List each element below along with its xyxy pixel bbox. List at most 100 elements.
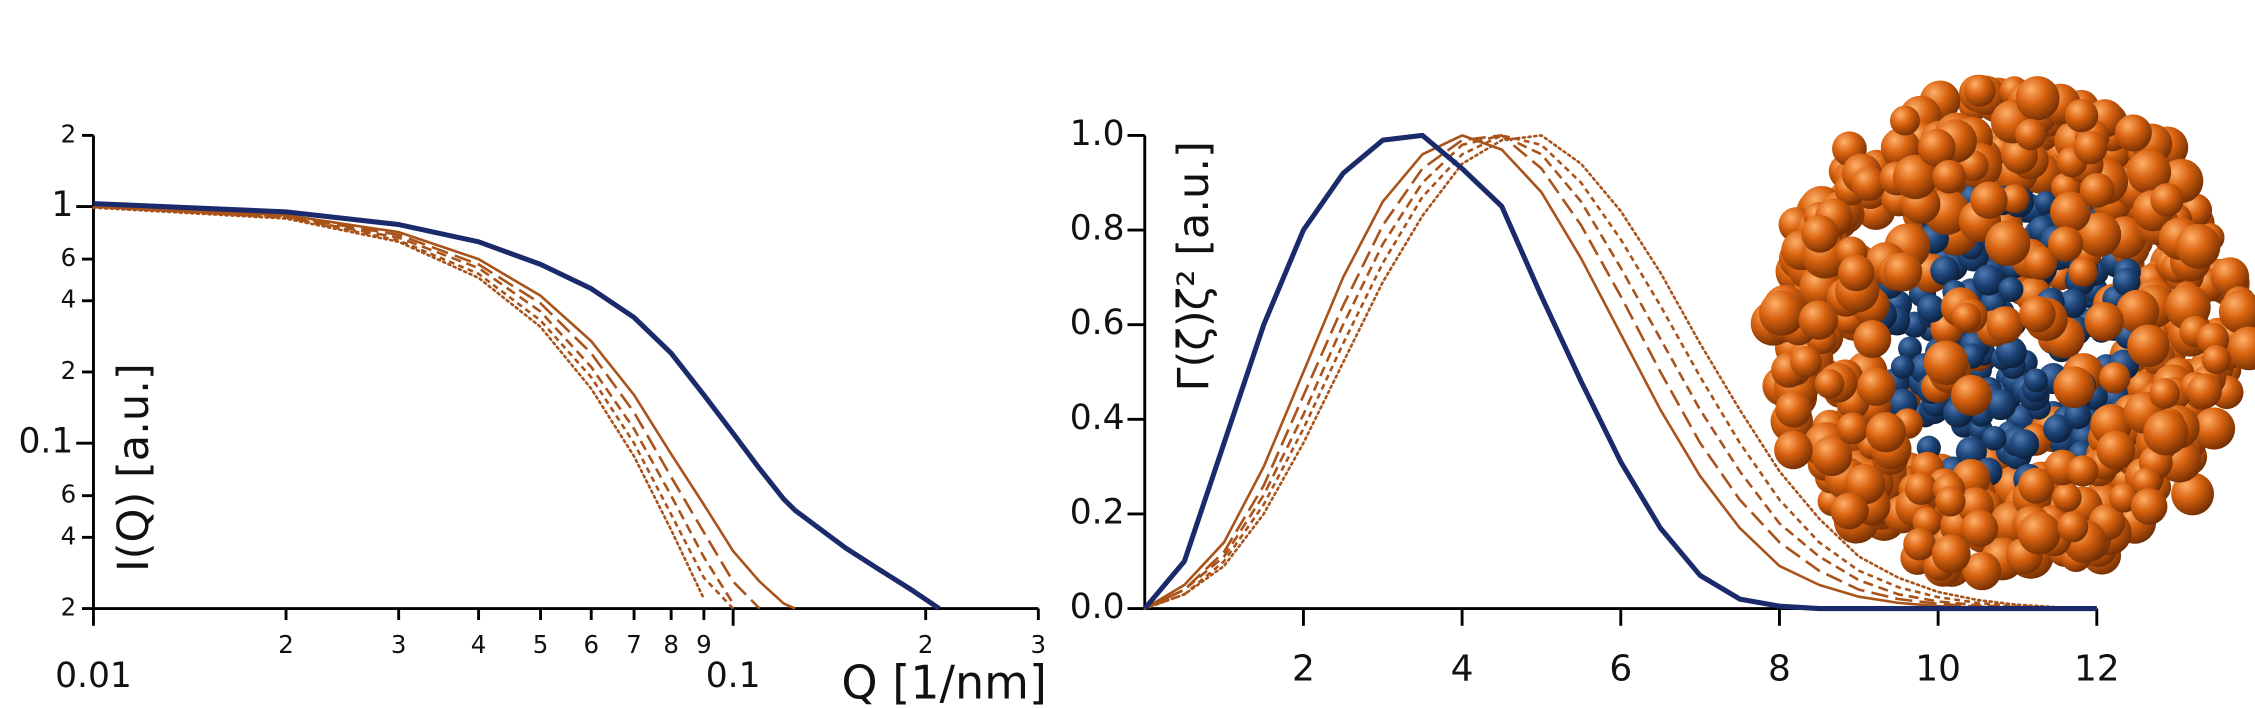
x-tick-label: 10 <box>1915 648 1961 689</box>
core-sphere <box>1998 276 2024 302</box>
shell-sphere <box>2023 246 2058 280</box>
shell-sphere <box>1801 215 1839 253</box>
shell-sphere <box>1923 340 1969 386</box>
shell-sphere <box>2064 99 2099 133</box>
x-tick-label: 4 <box>471 630 487 659</box>
series-line <box>93 205 735 610</box>
x-tick-label: 9 <box>696 630 712 659</box>
y-tick-label: 0.6 <box>1070 303 1125 343</box>
x-tick-label: 2 <box>918 630 934 659</box>
x-tick-label: 8 <box>663 630 679 659</box>
core-sphere <box>1995 336 2027 369</box>
y-tick-label: 1.0 <box>1070 114 1125 154</box>
shell-sphere <box>1811 435 1853 477</box>
shell-sphere <box>1814 368 1845 399</box>
core-sphere <box>1955 436 1987 468</box>
shell-sphere <box>1851 166 1886 202</box>
shell-sphere <box>1950 374 1992 416</box>
shell-sphere <box>1759 290 1805 336</box>
shell-sphere <box>2126 149 2172 195</box>
y-tick-label: 4 <box>61 521 77 550</box>
y-axis-title: I(Q) [a.u.] <box>109 363 159 572</box>
shell-sphere <box>2127 324 2170 368</box>
shell-sphere <box>1931 534 1971 574</box>
shell-sphere <box>1890 105 1920 136</box>
shell-sphere <box>1774 430 1813 470</box>
x-tick-label: 2 <box>278 630 294 659</box>
core-sphere <box>1898 336 1922 361</box>
x-tick-label: 0.01 <box>55 656 132 696</box>
shell-sphere <box>1951 302 1982 332</box>
core-sphere <box>1917 294 1946 323</box>
series-line <box>1144 134 2097 610</box>
x-tick-label: 4 <box>1451 648 1474 689</box>
x-tick-label: 6 <box>1609 648 1632 689</box>
shell-sphere <box>1917 128 1956 167</box>
shell-sphere <box>2053 366 2095 409</box>
core-sphere <box>2009 429 2040 459</box>
shell-sphere <box>2114 114 2152 152</box>
shell-sphere <box>2050 191 2091 233</box>
core-sphere <box>1890 355 1915 379</box>
shell-sphere <box>1836 412 1869 445</box>
shell-sphere <box>1798 300 1839 340</box>
shell-sphere <box>2130 488 2168 525</box>
shell-sphere <box>1962 551 2002 591</box>
y-tick-label: 0.8 <box>1070 209 1125 249</box>
shell-sphere <box>2057 511 2089 543</box>
shell-sphere <box>2017 511 2061 555</box>
y-tick-label: 6 <box>61 243 77 272</box>
shell-sphere <box>2076 212 2122 257</box>
series-line <box>1142 132 2097 612</box>
y-tick-label: 2 <box>61 356 77 385</box>
shell-sphere <box>1932 159 1966 194</box>
shell-sphere <box>2175 223 2221 269</box>
core-sphere <box>2043 414 2072 444</box>
x-axis-title: Q [1/nm] <box>841 656 1047 708</box>
x-tick-label: 3 <box>1031 630 1047 659</box>
series-line <box>1144 134 2097 610</box>
shell-sphere <box>2014 118 2047 151</box>
shell-sphere <box>2000 184 2030 214</box>
shell-sphere <box>1830 492 1868 530</box>
shell-sphere <box>1984 220 2031 266</box>
shell-sphere <box>2186 373 2222 409</box>
series-line <box>1144 134 2097 610</box>
shell-sphere <box>2171 472 2215 516</box>
core-sphere <box>1982 426 2007 451</box>
shell-sphere <box>2067 455 2099 487</box>
x-tick-label: 6 <box>583 630 599 659</box>
shell-sphere <box>2096 430 2136 470</box>
y-tick-label: 0.4 <box>1070 398 1125 438</box>
series-line <box>93 201 941 611</box>
y-tick-label: 2 <box>61 593 77 622</box>
y-axis-title: Γ(ζ)ζ² [a.u.] <box>1169 141 1219 391</box>
shell-sphere <box>2218 289 2255 334</box>
core-sphere <box>1972 264 2005 296</box>
y-tick-label: 6 <box>61 480 77 509</box>
shell-sphere <box>2084 301 2124 342</box>
x-tick-label: 8 <box>1768 648 1791 689</box>
y-tick-label: 2 <box>61 119 77 148</box>
core-sphere <box>1930 256 1960 286</box>
shell-sphere <box>2047 226 2084 262</box>
shell-sphere <box>1893 154 1938 200</box>
shell-sphere <box>2052 482 2082 512</box>
shell-sphere <box>2073 130 2108 165</box>
x-tick-label: 7 <box>626 630 642 659</box>
shell-sphere <box>2149 378 2180 409</box>
shell-sphere <box>2015 76 2060 121</box>
shell-sphere <box>2210 257 2250 296</box>
shell-sphere <box>2018 467 2055 504</box>
shell-sphere <box>1970 181 2008 219</box>
shell-sphere <box>2150 183 2184 217</box>
shell-sphere <box>1883 252 1923 292</box>
shell-sphere <box>2116 289 2160 333</box>
y-tick-label: 0.1 <box>18 422 73 462</box>
shell-sphere <box>1865 412 1906 453</box>
x-tick-label: 5 <box>533 630 549 659</box>
core-sphere <box>1985 389 2017 421</box>
shell-sphere <box>1790 345 1822 378</box>
